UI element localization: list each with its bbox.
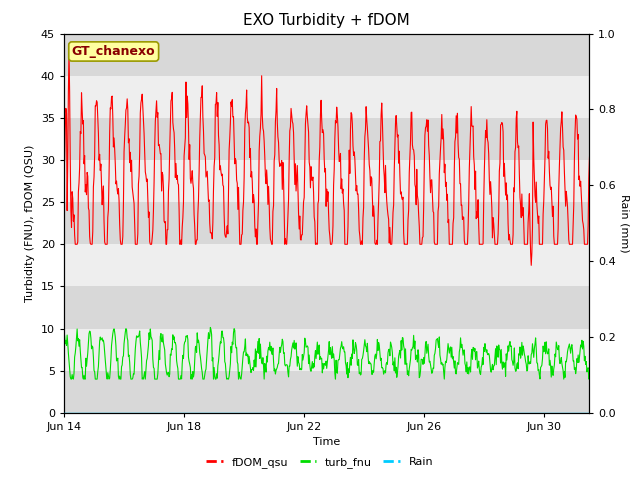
Bar: [64, 287, 589, 328]
Y-axis label: Rain (mm): Rain (mm): [620, 194, 630, 252]
Bar: [64, 34, 589, 76]
Bar: [64, 76, 589, 118]
Bar: [64, 328, 589, 371]
Bar: [64, 202, 589, 244]
Bar: [64, 118, 589, 160]
Title: EXO Turbidity + fDOM: EXO Turbidity + fDOM: [243, 13, 410, 28]
X-axis label: Time: Time: [313, 437, 340, 447]
Bar: [64, 160, 589, 202]
Y-axis label: Turbidity (FNU), fDOM (QSU): Turbidity (FNU), fDOM (QSU): [26, 144, 35, 302]
Bar: [64, 244, 589, 287]
Bar: [64, 371, 589, 413]
Text: GT_chanexo: GT_chanexo: [72, 45, 156, 58]
Legend: fDOM_qsu, turb_fnu, Rain: fDOM_qsu, turb_fnu, Rain: [202, 452, 438, 472]
